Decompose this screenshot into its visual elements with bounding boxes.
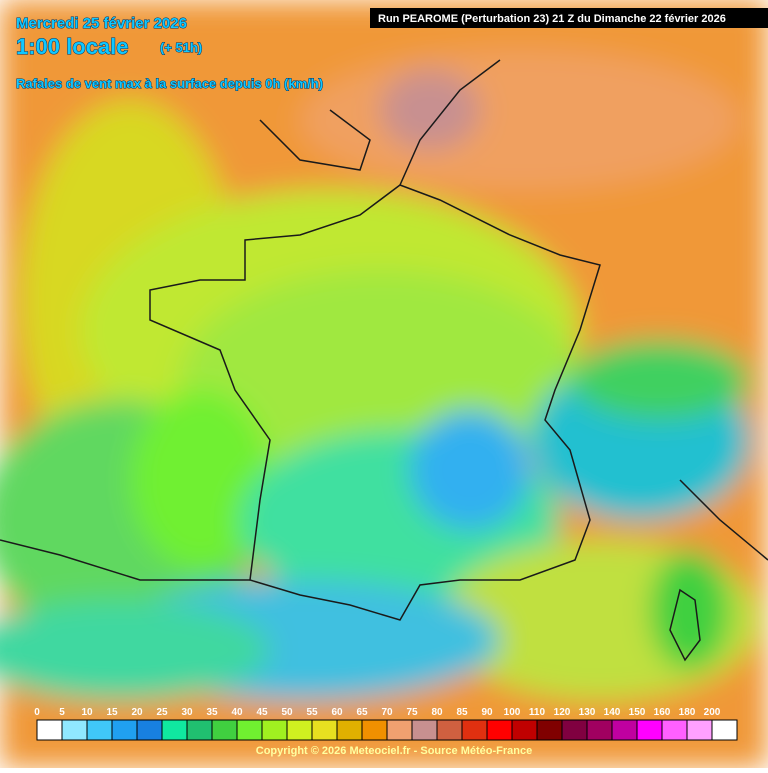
- legend-swatch: [436, 719, 463, 741]
- legend-swatch: [111, 719, 138, 741]
- legend-swatch: [161, 719, 188, 741]
- legend-label: 100: [504, 707, 521, 718]
- legend-swatch: [611, 719, 638, 741]
- legend-swatch: [561, 719, 588, 741]
- coastlines: [0, 59, 768, 662]
- legend-swatch: [311, 719, 338, 741]
- legend-label: 180: [679, 707, 696, 718]
- legend-label: 25: [156, 707, 168, 718]
- legend-swatch: [36, 719, 63, 741]
- date: Mercredi 25 février 2026: [16, 15, 187, 32]
- legend-label: 120: [554, 707, 571, 718]
- legend-swatch: [236, 719, 263, 741]
- legend: 0 5 10 15 20 25 30 35 40 45 50 55 60 65 70 75 80 85 90 100 1…: [34, 707, 738, 741]
- legend-label: 130: [579, 707, 596, 718]
- legend-swatch: [386, 719, 413, 741]
- legend-swatch: [586, 719, 613, 741]
- legend-swatch: [461, 719, 488, 741]
- legend-label: 50: [281, 707, 293, 718]
- legend-label: 5: [59, 707, 65, 718]
- legend-swatch: [536, 719, 563, 741]
- legend-swatch: [211, 719, 238, 741]
- legend-label: 200: [704, 707, 721, 718]
- legend-label: 110: [529, 707, 546, 718]
- legend-label: 140: [604, 707, 621, 718]
- legend-label: 75: [406, 707, 418, 718]
- legend-label: 70: [381, 707, 393, 718]
- legend-swatch: [411, 719, 438, 741]
- legend-label: 45: [256, 707, 268, 718]
- legend-swatch: [286, 719, 313, 741]
- legend-label: 65: [356, 707, 368, 718]
- legend-label: 80: [431, 707, 443, 718]
- legend-swatch: [636, 719, 663, 741]
- legend-swatch: [686, 719, 713, 741]
- time: 1:00 locale: [16, 34, 129, 59]
- lead-time: (+ 51h): [160, 40, 202, 55]
- legend-swatch: [261, 719, 288, 741]
- run-info: Run PEAROME (Perturbation 23) 21 Z du Di…: [378, 13, 726, 25]
- legend-swatch: [336, 719, 363, 741]
- subtitle: Rafales de vent max à la surface depuis …: [16, 76, 323, 91]
- legend-label: 0: [34, 707, 40, 718]
- legend-swatch: [511, 719, 538, 741]
- legend-label: 20: [131, 707, 143, 718]
- legend-swatch: [61, 719, 88, 741]
- legend-label: 10: [81, 707, 93, 718]
- legend-swatch: [86, 719, 113, 741]
- legend-label: 60: [331, 707, 343, 718]
- legend-swatch: [136, 719, 163, 741]
- legend-label: 90: [481, 707, 493, 718]
- legend-swatch: [486, 719, 513, 741]
- legend-label: 35: [206, 707, 218, 718]
- copyright: Copyright © 2026 Meteociel.fr - Source M…: [256, 745, 532, 757]
- legend-label: 40: [231, 707, 243, 718]
- run-box: [370, 8, 768, 28]
- legend-swatch: [661, 719, 688, 741]
- legend-label: 85: [456, 707, 468, 718]
- legend-label: 150: [629, 707, 646, 718]
- legend-swatch: [186, 719, 213, 741]
- legend-swatch: [361, 719, 388, 741]
- legend-label: 160: [654, 707, 671, 718]
- legend-label: 30: [181, 707, 193, 718]
- legend-swatch: [711, 719, 738, 741]
- legend-label: 55: [306, 707, 318, 718]
- legend-label: 15: [106, 707, 118, 718]
